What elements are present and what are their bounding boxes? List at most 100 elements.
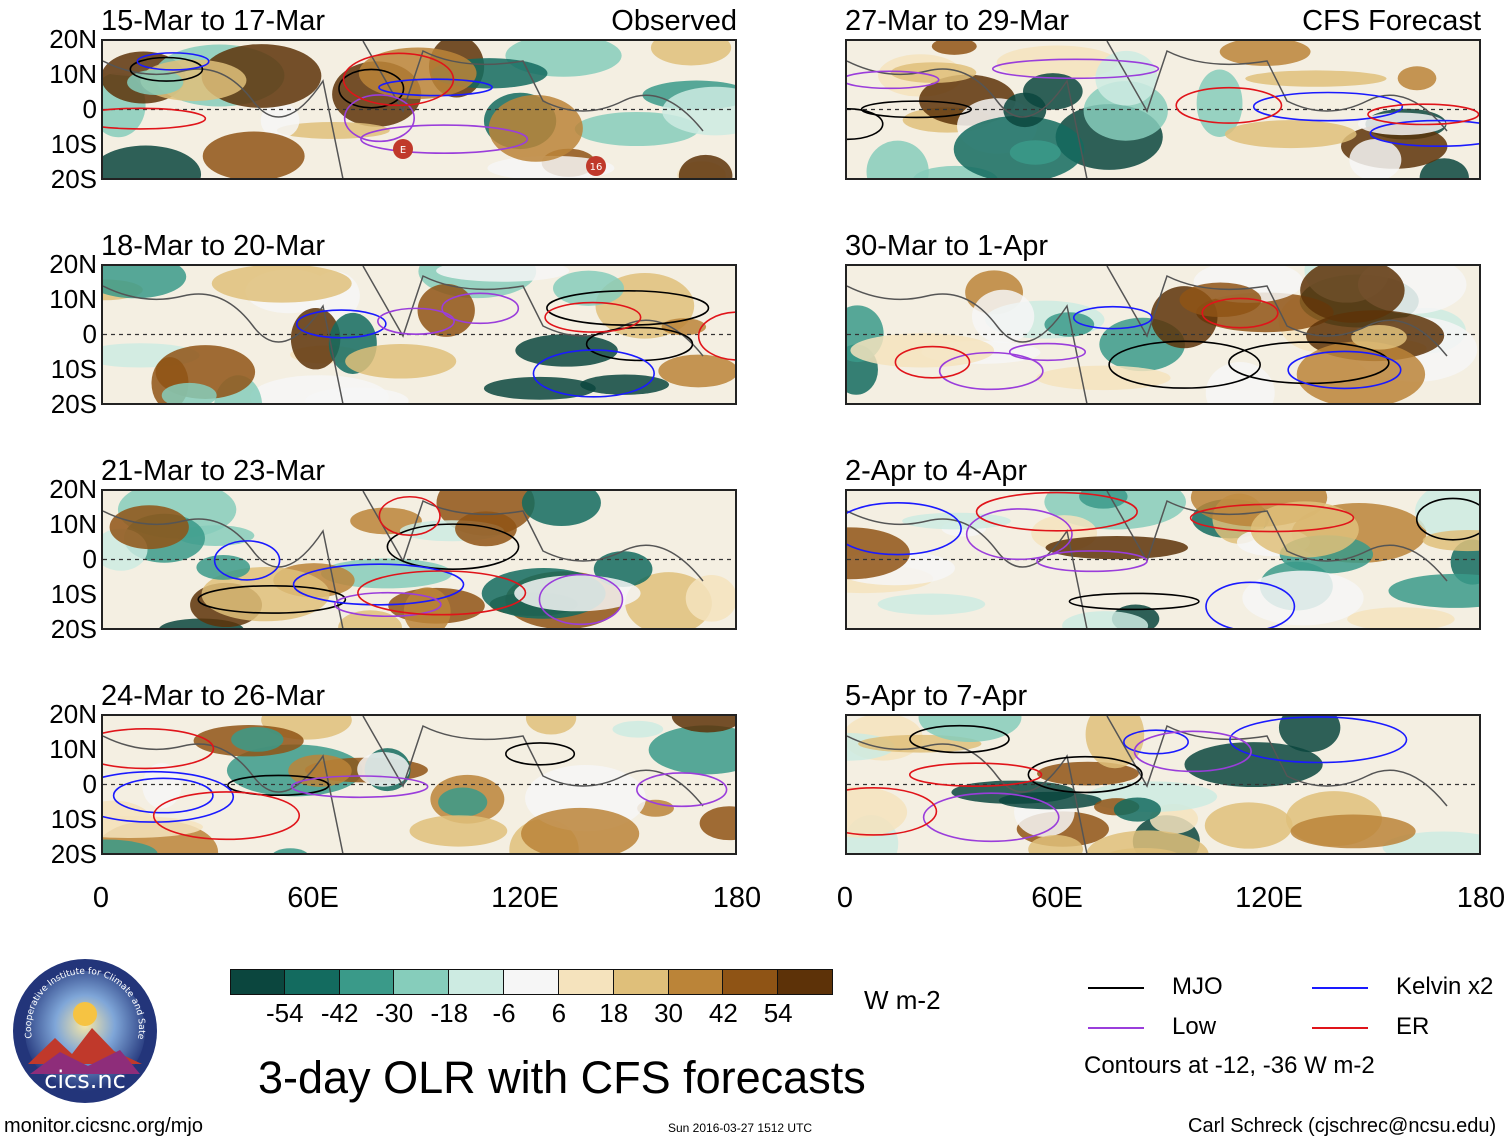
contour-mjo (1415, 497, 1479, 541)
contour-kelvin-x2 (295, 309, 387, 339)
colorbar-tick-label: 42 (708, 998, 738, 1028)
coastline (103, 285, 344, 403)
colorbar-swatch (230, 969, 285, 995)
anomaly-blob (103, 266, 187, 299)
anomaly-blob (658, 354, 735, 388)
anomaly-blob (996, 45, 1118, 80)
anomaly-blob (1351, 325, 1407, 350)
lat-tick-label: 0 (82, 94, 97, 124)
contour-low (1036, 550, 1148, 573)
colorbar-tick-label: -30 (375, 998, 414, 1028)
panel-title: 15-Mar to 17-Mar (101, 5, 326, 37)
anomaly-blob (971, 289, 1035, 344)
contour-er (152, 791, 301, 841)
contour-er (847, 787, 938, 836)
colorbar-tick-label: -54 (266, 998, 304, 1028)
contour-mjo (585, 326, 694, 362)
olr-field (847, 491, 1479, 628)
colorbar-tick-label: 6 (551, 998, 567, 1028)
lat-tick-label: 20S (50, 164, 97, 194)
website-link[interactable]: monitor.cicsnc.org/mjo (4, 1115, 203, 1137)
anomaly-blob (1419, 158, 1469, 178)
anomaly-blob (1349, 139, 1402, 178)
contour-kelvin-x2 (532, 349, 655, 398)
coastline (1106, 266, 1448, 357)
contour-mjo (505, 742, 576, 766)
lon-tick-label: 120E (1235, 882, 1303, 914)
anomaly-blob (515, 334, 618, 367)
anomaly-blob (290, 307, 341, 370)
anomaly-blob (409, 815, 508, 847)
anomaly-blob (417, 283, 475, 337)
coastline (847, 285, 1088, 403)
contour-er (1201, 297, 1279, 329)
anomaly-blob (1224, 120, 1357, 149)
lat-tick-label: 20S (50, 614, 97, 644)
coastline (1106, 491, 1448, 582)
lon-tick-label: 60E (1031, 882, 1083, 914)
panel-tag: Observed (611, 5, 737, 37)
panel-title: 27-Mar to 29-Mar (845, 5, 1070, 37)
olr-field (847, 716, 1479, 853)
legend-swatch-low (1088, 1027, 1144, 1029)
anomaly-blob (1095, 50, 1158, 106)
olr-map-panel (101, 264, 737, 405)
contour-kelvin-x2 (378, 78, 493, 97)
legend-label: Low (1172, 1013, 1217, 1040)
colorbar-swatch (339, 969, 395, 995)
colorbar-swatch (449, 969, 505, 995)
contour-er (894, 345, 971, 379)
anomaly-blob (1086, 830, 1209, 853)
anomaly-blob (850, 333, 995, 368)
lat-tick-label: 10N (49, 509, 97, 539)
anomaly-blob (211, 266, 352, 303)
cics-logo: Cooperative Institute for Climate and Sa… (7, 949, 160, 1106)
anomaly-blob (109, 505, 189, 550)
colorbar-swatch (723, 969, 779, 995)
contour-kelvin-x2 (292, 563, 465, 606)
anomaly-blob (514, 575, 641, 612)
colorbar-swatch (504, 969, 559, 995)
legend-swatch-kelvin-x2 (1312, 987, 1368, 989)
colorbar-swatch (284, 969, 340, 995)
contour-kelvin-x2 (847, 502, 962, 556)
anomaly-blob (553, 270, 624, 306)
contour-kelvin-x2 (1252, 91, 1404, 122)
anomaly-blob (877, 593, 986, 615)
anomaly-blob (436, 266, 570, 282)
coastline (362, 716, 704, 807)
anomaly-blob (1245, 70, 1387, 87)
contour-kelvin-x2 (103, 770, 235, 823)
anomaly-blob (1250, 501, 1359, 558)
contour-mjo (1068, 592, 1200, 611)
anomaly-blob (1204, 802, 1293, 849)
contour-mjo (546, 290, 710, 326)
contour-mjo (909, 724, 1010, 754)
olr-field (847, 41, 1479, 178)
lon-tick-label: 180 (712, 882, 762, 914)
coastline (362, 491, 704, 582)
anomaly-blob (866, 140, 929, 178)
coastline (362, 266, 704, 357)
coastline (362, 41, 704, 132)
lon-tick-label: 120E (491, 882, 559, 914)
anomaly-blob (231, 727, 284, 752)
contour-mjo (338, 68, 405, 109)
anomaly-blob (127, 69, 184, 95)
contour-mjo (860, 100, 973, 119)
anomaly-blob (685, 575, 735, 622)
timestamp: Sun 2016-03-27 1512 UTC (668, 1121, 813, 1135)
contour-low (847, 70, 940, 90)
anomaly-blob (487, 155, 615, 178)
legend-swatch-mjo (1088, 987, 1144, 989)
anomaly-blob (142, 763, 182, 809)
anomaly-blob (1219, 41, 1311, 66)
legend-label: ER (1396, 1013, 1430, 1040)
anomaly-blob (438, 787, 488, 817)
storm-marker-label: 16 (590, 162, 603, 173)
colorbar-tick-label: 30 (654, 998, 683, 1028)
colorbar-swatch (558, 969, 614, 995)
olr-map-panel (845, 714, 1481, 855)
lon-tick-label: 0 (836, 882, 854, 914)
colorbar-tick-label: -6 (492, 998, 516, 1028)
